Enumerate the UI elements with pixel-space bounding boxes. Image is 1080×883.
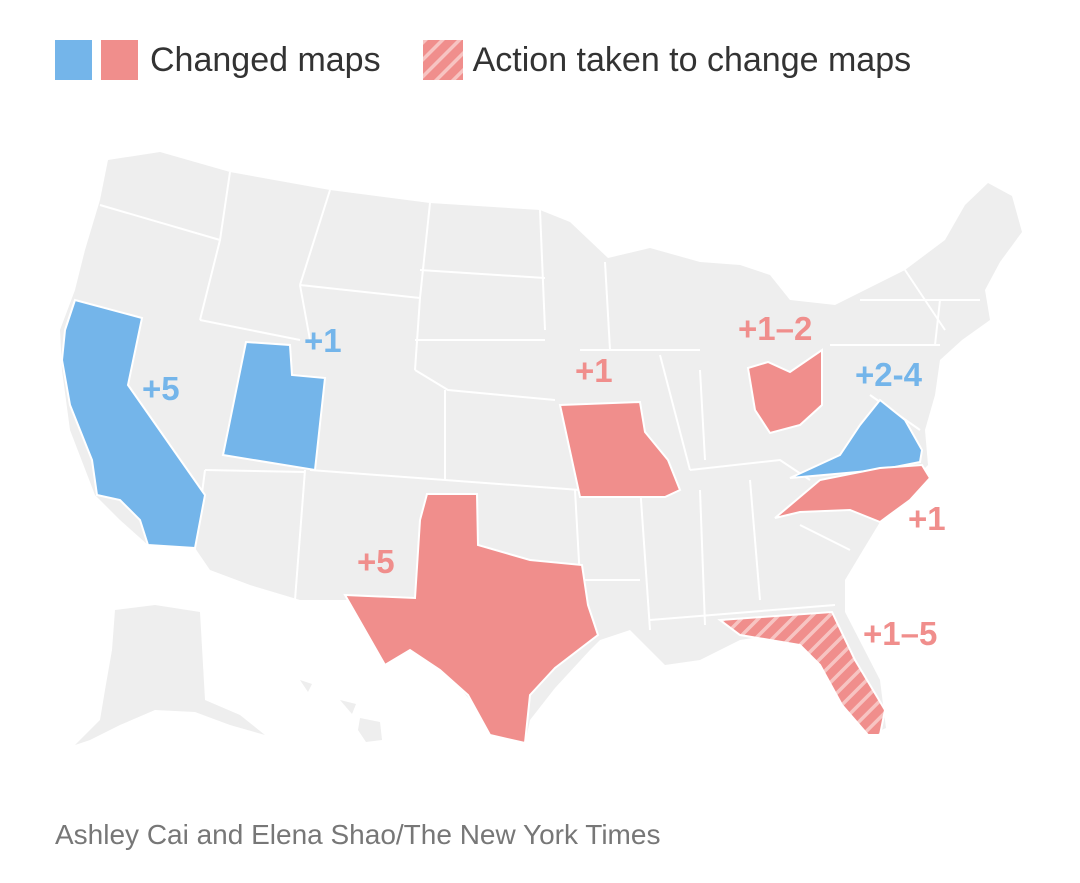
state-ohio bbox=[746, 348, 823, 435]
credit: Ashley Cai and Elena Shao/The New York T… bbox=[55, 819, 661, 850]
state-missouri bbox=[558, 400, 682, 498]
continental-us bbox=[60, 152, 1022, 743]
legend-action-label: Action taken to change maps bbox=[472, 41, 912, 79]
state-borders bbox=[99, 171, 980, 631]
state-north-carolina bbox=[774, 463, 932, 524]
legend-swatch-hatched bbox=[422, 40, 463, 80]
legend-changed-label: Changed maps bbox=[150, 41, 381, 79]
legend: Changed maps Action taken to change maps bbox=[55, 38, 911, 82]
alaska bbox=[75, 605, 265, 745]
label-california: +5 bbox=[142, 370, 180, 407]
label-utah: +1 bbox=[304, 322, 342, 359]
state-florida bbox=[717, 610, 887, 736]
label-missouri: +1 bbox=[575, 352, 613, 389]
label-texas: +5 bbox=[357, 543, 395, 580]
label-virginia: +2-4 bbox=[855, 356, 922, 393]
hawaii bbox=[300, 680, 382, 742]
legend-swatch-blue bbox=[55, 40, 92, 80]
state-california bbox=[60, 298, 207, 550]
state-utah bbox=[221, 340, 327, 472]
legend-swatch-red bbox=[101, 40, 138, 80]
label-florida: +1–5 bbox=[863, 615, 938, 652]
label-north-carolina: +1 bbox=[908, 500, 946, 537]
state-texas bbox=[343, 493, 600, 745]
label-ohio: +1–2 bbox=[738, 310, 813, 347]
